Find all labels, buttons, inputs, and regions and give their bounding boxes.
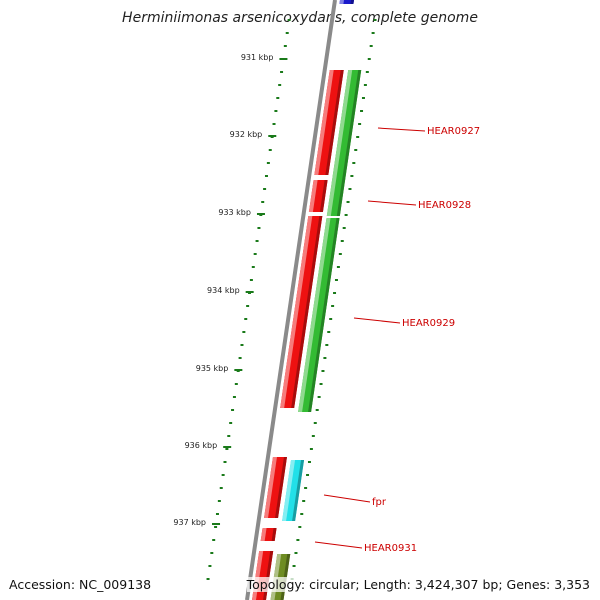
axis-tick-label: 936 kbp	[185, 441, 218, 450]
axis-tick-label: 931 kbp	[241, 53, 274, 62]
axis-tick-label: 933 kbp	[218, 208, 251, 217]
gene-feature-highlight	[298, 218, 331, 412]
gene-label-leader	[323, 494, 371, 503]
gene-feature-shadow	[271, 528, 277, 541]
accession-text: Accession: NC_009138	[9, 577, 152, 592]
gene-label: fpr	[372, 497, 387, 508]
gene-label: HEAR0929	[402, 318, 455, 329]
axis-tick-label: 932 kbp	[230, 130, 263, 139]
gene-feature-highlight	[264, 457, 277, 518]
axis-tick-label: 934 kbp	[207, 286, 240, 295]
gene-feature-highlight	[260, 528, 267, 541]
axis-tick-label: 935 kbp	[196, 364, 229, 373]
gene-feature-shadow	[292, 460, 305, 521]
gene-feature-shadow	[291, 216, 323, 408]
gene-label: HEAR0927	[427, 126, 480, 137]
gene-feature-shadow	[325, 70, 344, 175]
gene-feature-highlight	[282, 460, 296, 521]
gene-feature-shadow	[319, 180, 328, 212]
genome-backbone	[245, 0, 337, 600]
axis-tick-label: 937 kbp	[173, 518, 206, 527]
gene-feature-shadow	[308, 218, 340, 412]
gene-feature-highlight	[280, 216, 313, 408]
topology-text: Topology: circular; Length: 3,424,307 bp…	[246, 577, 590, 592]
gene-label-leader	[314, 541, 363, 549]
label-layer: HEAR0927 HEAR0928 HEAR0929 fpr HEAR0931	[314, 126, 480, 554]
gene-feature-highlight	[326, 70, 353, 216]
gene-label-leader	[353, 317, 401, 324]
gene-feature-highlight	[308, 180, 318, 212]
gene-label: HEAR0931	[364, 543, 417, 554]
gene-feature-highlight	[314, 70, 334, 175]
genome-title: Herminiimonas arsenicoxydans, complete g…	[122, 10, 478, 26]
feature-layer	[252, 0, 362, 600]
gene-label: HEAR0928	[418, 200, 471, 211]
gene-label-leader	[367, 200, 417, 206]
gene-label-leader	[377, 127, 426, 132]
gene-feature-shadow	[275, 457, 287, 518]
tick-layer: 931 kbp 932 kbp 933 kbp 934 kbp 935 kbp 936 k…	[173, 19, 377, 580]
gene-feature-shadow	[336, 70, 362, 216]
gene-feature-shadow	[350, 0, 354, 4]
gene-feature-highlight	[339, 0, 344, 4]
